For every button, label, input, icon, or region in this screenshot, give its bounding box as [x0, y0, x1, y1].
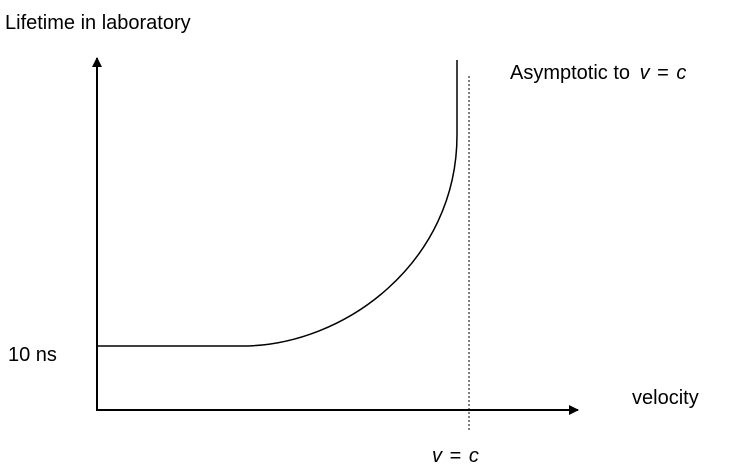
- asymptote-variable: v: [640, 62, 651, 84]
- asymptote-equals: =: [657, 62, 669, 84]
- asymptote-constant: c: [676, 62, 686, 84]
- asymptote-text: Asymptotic to: [510, 62, 630, 84]
- x-marker-equals: =: [450, 445, 462, 467]
- asymptote-label: Asymptotic to v = c: [510, 62, 686, 84]
- x-marker-variable: v: [432, 445, 443, 467]
- x-marker-constant: c: [469, 445, 479, 467]
- y-marker-label: 10 ns: [8, 344, 57, 366]
- lifetime-curve: [97, 60, 458, 347]
- x-axis-label: velocity: [632, 387, 699, 409]
- x-marker-label: v = c: [432, 445, 479, 467]
- y-axis-label: Lifetime in laboratory: [5, 12, 191, 34]
